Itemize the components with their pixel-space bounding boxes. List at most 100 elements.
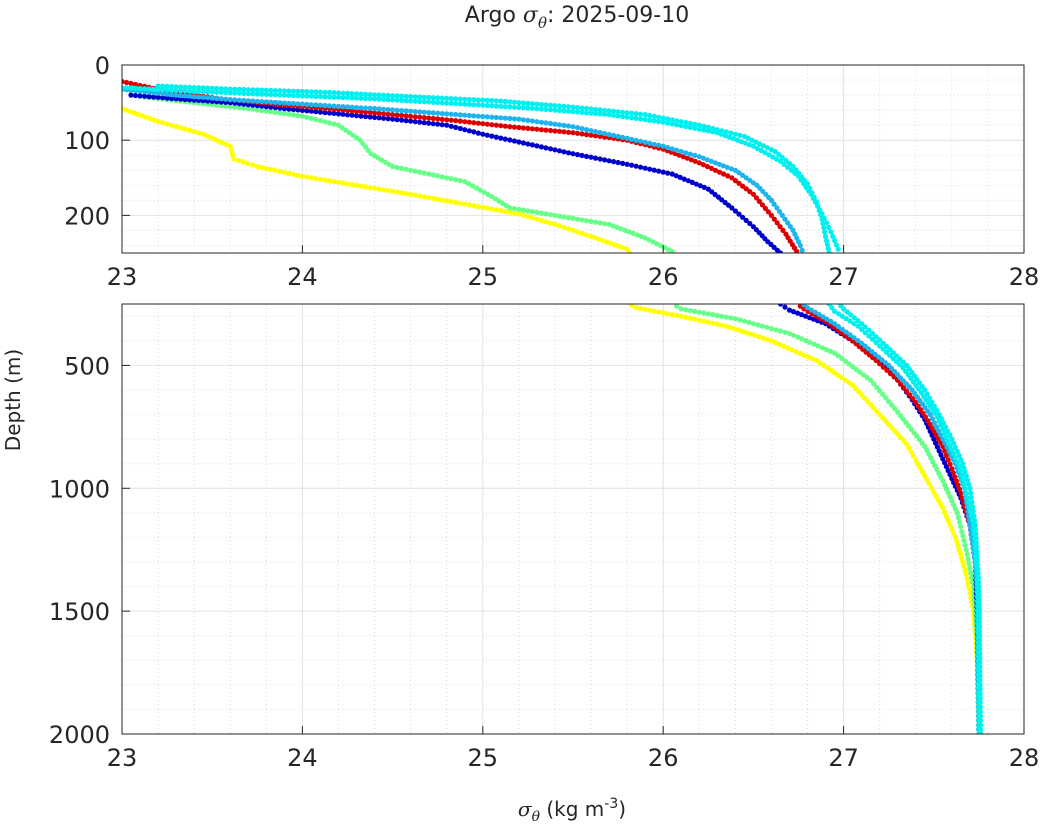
y-tick-label: 0	[95, 52, 110, 80]
data-point-series-4	[680, 154, 686, 160]
data-point-series-4	[768, 212, 775, 218]
data-point-series-1	[889, 425, 895, 431]
data-point-series-5	[326, 103, 333, 109]
data-point-series-2	[945, 490, 951, 496]
data-point-series-3	[565, 150, 572, 156]
data-point-series-6	[259, 91, 265, 97]
data-point-series-1	[135, 111, 141, 117]
data-point-series-6	[967, 485, 973, 491]
data-point-series-1	[797, 350, 803, 356]
data-point-series-4	[574, 130, 581, 136]
data-point-series-7	[290, 88, 296, 94]
data-point-series-7	[807, 185, 813, 191]
data-point-series-5	[633, 137, 639, 143]
data-point-series-1	[966, 585, 972, 591]
data-point-series-5	[232, 97, 238, 103]
data-point-series-6	[647, 117, 653, 123]
data-point-series-6	[250, 91, 256, 97]
data-point-series-7	[968, 513, 975, 519]
data-point-series-1	[714, 321, 720, 327]
data-point-series-2	[815, 343, 821, 349]
data-point-series-6	[511, 104, 517, 110]
data-point-series-2	[614, 224, 620, 230]
data-point-series-3	[740, 214, 746, 220]
data-point-series-7	[561, 103, 567, 109]
data-point-series-1	[906, 445, 912, 451]
data-point-series-2	[570, 215, 576, 221]
data-point-series-1	[268, 166, 274, 173]
data-point-series-1	[160, 120, 166, 126]
data-point-series-5	[779, 212, 785, 218]
data-point-series-6	[137, 85, 143, 92]
data-point-series-6	[963, 473, 969, 479]
data-point-series-7	[696, 122, 702, 128]
data-point-series-3	[430, 121, 436, 127]
data-point-series-5	[771, 201, 777, 207]
data-point-series-5	[155, 90, 161, 96]
data-point-series-2	[430, 172, 436, 178]
data-point-series-1	[608, 241, 614, 247]
data-point-series-4	[597, 133, 603, 139]
data-point-series-7	[813, 199, 820, 205]
data-point-series-3	[701, 184, 707, 190]
data-point-series-3	[277, 105, 283, 111]
data-point-series-7	[883, 349, 890, 355]
data-point-series-6	[678, 123, 684, 129]
data-point-series-2	[737, 317, 743, 323]
data-point-series-4	[385, 111, 391, 117]
data-point-series-7	[313, 89, 319, 95]
data-point-series-7	[804, 181, 811, 187]
data-point-series-4	[466, 119, 472, 125]
data-point-series-2	[832, 350, 838, 356]
data-point-series-5	[967, 522, 973, 528]
data-point-series-4	[947, 461, 953, 467]
data-point-series-7	[862, 330, 868, 336]
data-point-series-7	[976, 704, 982, 710]
data-point-series-7	[974, 585, 980, 591]
data-point-series-1	[956, 547, 962, 553]
data-point-series-7	[934, 414, 941, 420]
data-point-series-5	[308, 102, 314, 108]
data-point-series-3	[693, 181, 699, 187]
data-point-series-1	[191, 129, 197, 135]
data-point-series-6	[574, 109, 581, 115]
data-point-series-5	[457, 112, 463, 118]
data-point-series-5	[259, 99, 265, 105]
data-point-series-6	[498, 103, 504, 109]
data-point-series-7	[799, 174, 805, 180]
data-point-series-5	[824, 316, 830, 322]
data-point-series-7	[304, 89, 310, 95]
data-point-series-7	[169, 84, 175, 90]
data-point-series-6	[961, 465, 967, 471]
data-point-series-3	[308, 108, 314, 114]
y-tick-label: 200	[64, 202, 110, 230]
data-point-series-5	[832, 321, 838, 327]
data-point-series-7	[182, 84, 188, 90]
data-point-series-4	[771, 216, 777, 222]
data-point-series-6	[268, 91, 274, 98]
data-point-series-1	[809, 356, 816, 362]
data-point-series-5	[804, 305, 811, 311]
data-point-series-1	[871, 405, 877, 411]
data-point-series-7	[367, 92, 373, 98]
data-point-series-3	[317, 109, 323, 115]
data-point-series-7	[811, 194, 817, 200]
data-point-series-2	[556, 213, 563, 219]
data-point-series-7	[399, 93, 405, 99]
data-point-series-6	[696, 126, 702, 132]
data-point-series-1	[529, 215, 536, 221]
data-point-series-7	[692, 121, 698, 127]
data-point-series-1	[620, 245, 626, 251]
data-point-series-2	[435, 173, 441, 179]
data-point-series-6	[417, 98, 423, 105]
data-point-series-7	[227, 86, 233, 92]
data-point-series-7	[308, 89, 314, 95]
data-point-series-3	[417, 119, 423, 125]
data-point-series-3	[681, 176, 687, 182]
data-point-series-4	[950, 470, 956, 476]
data-point-series-5	[525, 117, 531, 123]
data-point-series-1	[665, 311, 671, 317]
data-point-series-7	[760, 143, 767, 149]
data-point-series-7	[796, 170, 802, 176]
data-point-series-5	[250, 98, 256, 104]
